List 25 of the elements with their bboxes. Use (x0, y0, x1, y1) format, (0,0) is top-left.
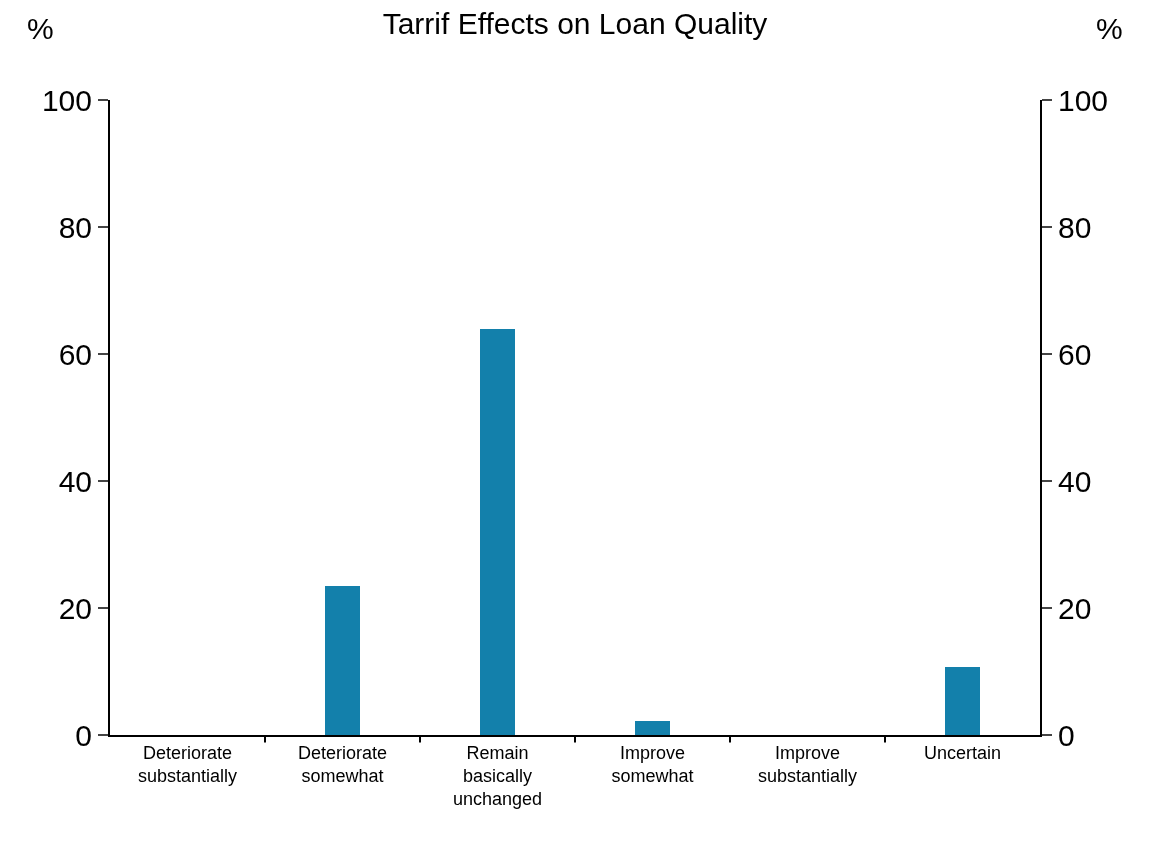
y-axis-title: % (27, 12, 54, 45)
x-tick-label: Uncertain (923, 742, 1002, 763)
y-tick-label: 40 (58, 464, 92, 498)
y2-axis-title: % (1096, 12, 1123, 45)
x-tick-label: Remain basically unchanged (452, 742, 543, 810)
y-tick-label: 100 (41, 83, 92, 117)
y2-tick-label: 0 (1058, 718, 1075, 752)
y-tick-label: 60 (58, 337, 92, 371)
y-tick-label: 80 (58, 210, 92, 244)
bar (945, 667, 980, 735)
y2-tick-label: 60 (1058, 337, 1092, 371)
x-tick-label: Improve somewhat (611, 742, 694, 786)
y2-tick-label: 100 (1058, 83, 1109, 117)
bar (325, 586, 360, 735)
y-tick-label: 20 (58, 591, 92, 625)
y2-tick-label: 40 (1058, 464, 1092, 498)
y2-tick-label: 20 (1058, 591, 1092, 625)
x-tick-label: Deteriorate substantially (137, 742, 238, 786)
y-tick-label: 0 (75, 718, 92, 752)
x-tick-label: Improve substantially (757, 742, 858, 786)
bar (635, 721, 670, 735)
chart-title: Tarrif Effects on Loan Quality (382, 6, 768, 40)
x-tick-label: Deteriorate somewhat (297, 742, 388, 786)
bar (480, 329, 515, 735)
y2-tick-label: 80 (1058, 210, 1092, 244)
